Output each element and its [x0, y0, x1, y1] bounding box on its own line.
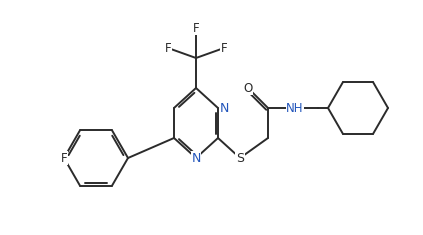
- Text: F: F: [221, 42, 227, 55]
- Text: F: F: [165, 42, 171, 55]
- Text: F: F: [193, 21, 199, 35]
- Text: F: F: [60, 152, 67, 164]
- Text: N: N: [191, 152, 201, 164]
- Text: NH: NH: [286, 102, 304, 114]
- Text: S: S: [236, 152, 244, 164]
- Text: N: N: [219, 102, 229, 114]
- Text: O: O: [243, 82, 253, 94]
